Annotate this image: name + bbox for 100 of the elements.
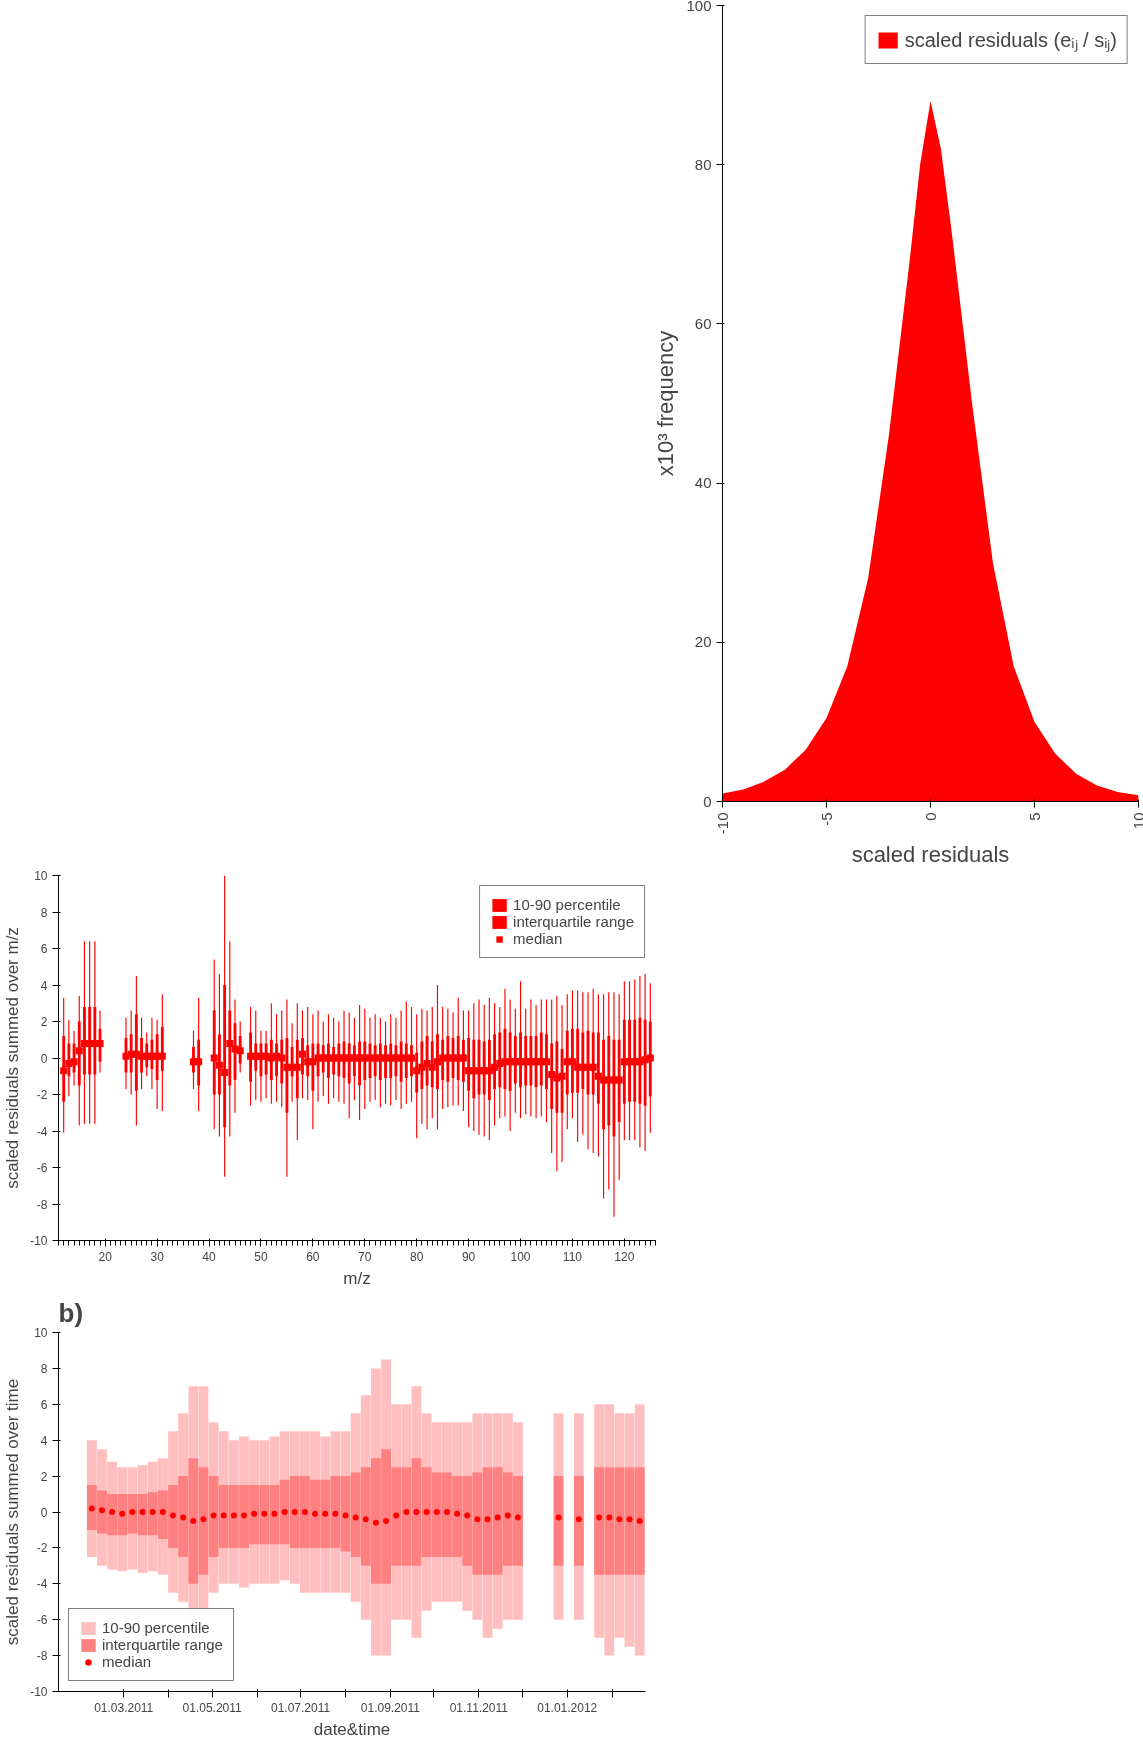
y-tick-label: -4 (36, 1124, 48, 1139)
bar (553, 1476, 564, 1566)
y-tick-label: 10 (34, 869, 48, 883)
point (383, 1517, 390, 1524)
y-tick-label: -2 (36, 1088, 48, 1102)
point (200, 1516, 207, 1523)
y-tick-label: -10 (30, 1685, 48, 1699)
point (251, 1510, 258, 1517)
point (484, 1516, 491, 1523)
legend-label: interquartile range (102, 1636, 223, 1653)
point (555, 1514, 562, 1521)
point (109, 1509, 116, 1515)
point (372, 1519, 379, 1526)
y-tick-label: 6 (40, 1397, 48, 1412)
point (494, 1514, 501, 1521)
x-tick-label: 01.05.2011 (182, 1700, 243, 1715)
x-axis-title: scaled residuals (851, 842, 1010, 868)
point (606, 1514, 613, 1521)
x-tick-label: 40 (202, 1249, 217, 1264)
point (180, 1514, 187, 1521)
point (220, 1512, 227, 1519)
point (413, 1509, 420, 1515)
y-axis-title: scaled residuals summed over time (3, 1378, 23, 1646)
point (98, 1507, 105, 1514)
point (362, 1516, 369, 1523)
legend-label: scaled residuals (eᵢⱼ / sᵢⱼ) (904, 28, 1117, 53)
y-tick-label: 2 (40, 1469, 48, 1484)
point (170, 1512, 176, 1519)
x-tick-label: 20 (98, 1249, 113, 1264)
y-tick-label: -6 (36, 1613, 48, 1628)
legend-label: median (102, 1653, 152, 1670)
y-tick-label: 0 (40, 1505, 48, 1520)
point (139, 1509, 146, 1515)
point (291, 1509, 298, 1515)
x-tick-label: 01.07.2011 (270, 1700, 331, 1715)
y-axis-title: x10³ frequency (653, 330, 679, 477)
point (514, 1514, 521, 1521)
y-tick-label: 0 (40, 1051, 48, 1066)
point (271, 1510, 278, 1517)
y-tick-label: 100 (686, 0, 712, 14)
y-tick-label: 6 (40, 942, 48, 956)
point (464, 1512, 471, 1519)
y-tick-label: 60 (694, 314, 712, 332)
y-tick-label: -4 (36, 1577, 48, 1592)
x-tick-label: 100 (510, 1249, 531, 1264)
y-axis-title: scaled residuals summed over m/z (3, 927, 23, 1189)
x-tick-label: 0 (921, 812, 939, 821)
x-tick-label: 30 (150, 1249, 165, 1264)
point (575, 1516, 582, 1523)
x-tick-label: 80 (410, 1249, 424, 1264)
point (301, 1509, 308, 1515)
x-tick-label: 50 (254, 1249, 268, 1264)
y-tick-label: 0 (703, 792, 712, 810)
point (393, 1512, 400, 1519)
y-tick-label: -8 (36, 1649, 48, 1664)
point (129, 1509, 136, 1515)
point (433, 1509, 440, 1515)
point (423, 1509, 430, 1515)
y-tick-label: 4 (40, 1433, 48, 1448)
x-tick-label: 01.01.2012 (537, 1700, 598, 1715)
point (230, 1512, 237, 1519)
x-tick-label: -5 (817, 812, 835, 826)
x-tick-label: 90 (461, 1249, 476, 1264)
x-tick-label: 10 (1129, 812, 1143, 830)
y-tick-label: 40 (694, 474, 712, 492)
x-tick-label: 01.11.2011 (449, 1700, 509, 1715)
legend-label: median (513, 930, 563, 947)
y-tick-label: -6 (36, 1161, 48, 1175)
point (342, 1512, 349, 1519)
y-tick-label: 8 (40, 905, 48, 920)
point (281, 1509, 288, 1515)
point (312, 1510, 319, 1517)
y-tick-label: -2 (36, 1541, 48, 1556)
point (332, 1510, 339, 1517)
x-tick-label: 110 (562, 1249, 583, 1264)
chart-title: b) (58, 1297, 84, 1328)
x-tick-label: 70 (358, 1249, 372, 1264)
y-tick-label: -8 (36, 1197, 48, 1212)
x-tick-label: 01.09.2011 (360, 1700, 421, 1715)
point (403, 1509, 410, 1515)
point (322, 1510, 329, 1517)
x-axis-title: date&time (313, 1719, 391, 1739)
y-tick-label: 8 (40, 1361, 48, 1376)
point (119, 1510, 126, 1517)
x-tick-label: 60 (306, 1249, 320, 1264)
point (636, 1517, 643, 1524)
point (261, 1510, 268, 1517)
point (149, 1509, 156, 1515)
x-tick-label: 5 (1025, 812, 1043, 821)
point (504, 1512, 511, 1519)
x-tick-label: 01.03.2011 (94, 1700, 154, 1715)
y-tick-label: 4 (40, 978, 48, 993)
point (616, 1516, 623, 1523)
y-tick-label: -10 (30, 1234, 48, 1248)
point (210, 1512, 217, 1519)
point (352, 1514, 359, 1521)
point (88, 1505, 95, 1512)
point (626, 1516, 633, 1523)
point (159, 1509, 166, 1515)
legend-label: 10-90 percentile (102, 1619, 210, 1636)
